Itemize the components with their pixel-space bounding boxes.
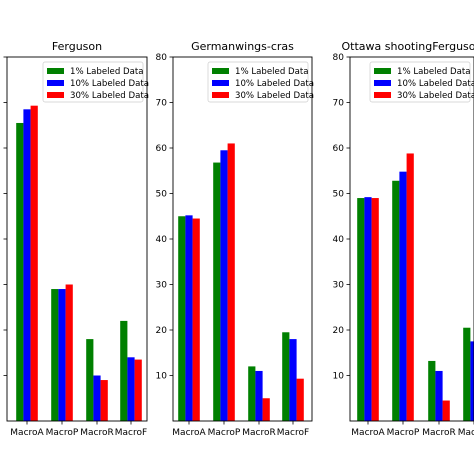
legend-swatch-2 <box>47 80 64 86</box>
x-tick-label: MacroR <box>242 428 276 438</box>
bar-macroa-series-1 <box>178 216 186 421</box>
legend-box <box>42 61 144 103</box>
chart-title: Ottawa shootingFerguson <box>342 40 474 53</box>
y-tick-label: 40 <box>156 235 168 245</box>
bar-macrop-series-1 <box>213 162 221 421</box>
y-tick-label: 70 <box>156 99 168 109</box>
bar-macroa-series-3 <box>371 198 379 421</box>
legend-swatch-3 <box>374 92 391 98</box>
legend-swatch-2 <box>374 80 391 86</box>
bar-macror-series-2 <box>93 375 101 421</box>
x-tick-label: MacroP <box>46 428 79 438</box>
legend-label-2: 10% Labeled Data <box>235 79 314 89</box>
bar-macror-series-2 <box>435 370 443 421</box>
chart-title: Germanwings-cras <box>191 40 294 53</box>
bar-macror-series-2 <box>255 370 263 421</box>
bar-macrop-series-1 <box>392 180 400 421</box>
bar-macrop-series-1 <box>51 289 59 421</box>
bar-macrop-series-2 <box>220 150 228 421</box>
bar-macrop-series-2 <box>58 289 66 421</box>
plot-frame <box>349 56 474 422</box>
legend-swatch-2 <box>212 80 229 86</box>
legend-swatch-3 <box>212 92 229 98</box>
bar-macrop-series-3 <box>406 153 414 421</box>
bar-macroa-series-2 <box>364 197 372 421</box>
bar-macror-series-1 <box>248 366 256 421</box>
x-tick-label: MacroF <box>115 428 147 438</box>
y-tick-label: 20 <box>156 326 168 336</box>
bar-macroa-series-3 <box>30 105 38 421</box>
bar-macror-series-1 <box>86 339 94 421</box>
plot-frame <box>172 56 313 422</box>
bar-macrop-series-2 <box>399 171 407 421</box>
x-tick-label: MacroA <box>10 428 44 438</box>
legend: 1% Labeled Data 10% Labeled Data 30% Label… <box>369 61 474 103</box>
y-tick-label: 80 <box>156 53 168 63</box>
y-tick-label: 50 <box>156 190 168 200</box>
legend: 1% Labeled Data 10% Labeled Data 30% Label… <box>42 61 149 103</box>
bar-macrof-series-1 <box>120 320 128 421</box>
y-tick-label: 70 <box>333 99 345 109</box>
y-tick-label: 30 <box>156 281 168 291</box>
chart-panel-1: MacroA MacroP MacroR MacroF Ferguson 1% Label… <box>3 40 149 438</box>
bar-macrof-series-1 <box>463 327 471 421</box>
legend-swatch-1 <box>212 68 229 74</box>
y-tick-label: 60 <box>333 144 345 154</box>
chart-panel-2: MacroA MacroP MacroR MacroF 10 20 30 40 50 60 70 80… <box>156 40 314 438</box>
x-tick-label: MacroF <box>277 428 309 438</box>
plot-frame <box>6 56 148 422</box>
legend-label-1: 1% Labeled Data <box>235 67 309 77</box>
x-tick-label: MacroR <box>422 428 456 438</box>
x-tick-label: MacroF <box>458 428 474 438</box>
legend-swatch-3 <box>47 92 64 98</box>
bar-macror-series-3 <box>442 400 450 421</box>
y-tick-label: 50 <box>333 190 345 200</box>
legend-label-1: 1% Labeled Data <box>397 67 471 77</box>
x-tick-label: MacroP <box>387 428 420 438</box>
bar-macrop-series-3 <box>65 284 73 421</box>
x-tick-label: MacroR <box>80 428 114 438</box>
bar-macrop-series-3 <box>227 143 235 421</box>
bar-macror-series-3 <box>262 398 270 421</box>
x-tick-label: MacroA <box>351 428 385 438</box>
bar-macrof-series-2 <box>127 357 135 421</box>
legend-label-1: 1% Labeled Data <box>70 67 144 77</box>
y-tick-label: 10 <box>156 372 168 382</box>
y-tick-label: 10 <box>333 372 345 382</box>
bar-macroa-series-1 <box>16 122 24 421</box>
y-tick-label: 30 <box>333 281 345 291</box>
legend-label-3: 30% Labeled Data <box>235 91 314 101</box>
legend-label-3: 30% Labeled Data <box>397 91 474 101</box>
x-tick-label: MacroA <box>172 428 206 438</box>
legend-box <box>207 61 309 103</box>
y-tick-label: 60 <box>156 144 168 154</box>
legend: 1% Labeled Data 10% Labeled Data 30% Label… <box>207 61 314 103</box>
bar-macroa-series-3 <box>192 218 200 421</box>
x-tick-label: MacroP <box>208 428 241 438</box>
y-tick-label: 80 <box>333 53 345 63</box>
bar-macrof-series-2 <box>470 341 474 421</box>
bar-macroa-series-2 <box>185 215 193 421</box>
legend-label-3: 30% Labeled Data <box>70 91 149 101</box>
bar-macrof-series-3 <box>134 359 142 421</box>
chart-title: Ferguson <box>52 40 102 53</box>
legend-label-2: 10% Labeled Data <box>70 79 149 89</box>
bar-macroa-series-2 <box>23 109 31 421</box>
y-tick-label: 40 <box>333 235 345 245</box>
bar-macroa-series-1 <box>357 198 365 421</box>
legend-swatch-1 <box>374 68 391 74</box>
legend-label-2: 10% Labeled Data <box>397 79 474 89</box>
y-tick-label: 20 <box>333 326 345 336</box>
bar-macror-series-1 <box>428 360 436 421</box>
bar-macrof-series-3 <box>296 378 304 421</box>
bar-macrof-series-2 <box>289 339 297 421</box>
bar-macrof-series-1 <box>282 332 290 421</box>
bar-macror-series-3 <box>100 380 108 421</box>
legend-box <box>369 61 471 103</box>
legend-swatch-1 <box>47 68 64 74</box>
